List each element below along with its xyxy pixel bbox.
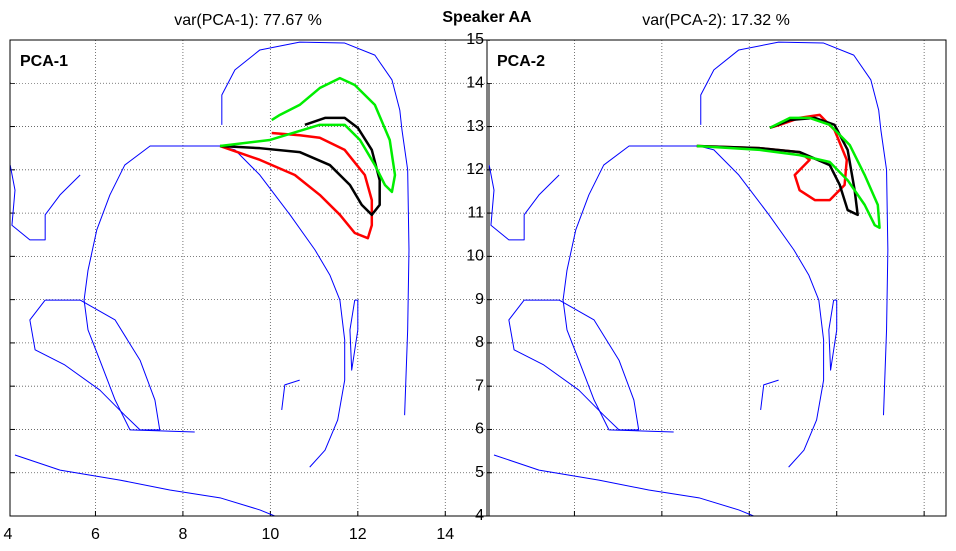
y-tick-label: 8 <box>475 334 484 351</box>
y-tick-label: 12 <box>466 161 484 178</box>
contour-line <box>349 299 359 371</box>
x-tick-label: 12 <box>349 526 367 543</box>
y-tick-label: 6 <box>475 421 484 438</box>
contour-line <box>696 116 859 217</box>
contour-line <box>281 379 300 411</box>
y-tick-label: 11 <box>467 204 484 221</box>
x-tick-label: 14 <box>436 526 454 543</box>
contour-line <box>83 145 221 433</box>
contour-line <box>698 145 825 468</box>
contour-line <box>760 379 779 411</box>
y-tick-label: 14 <box>466 74 484 91</box>
y-tick-label: 5 <box>475 464 484 481</box>
x-tick-label: 8 <box>178 526 187 543</box>
y-tick-label: 9 <box>475 291 484 308</box>
contour-line <box>220 116 381 217</box>
plot-frame <box>486 39 947 517</box>
contour-line <box>700 41 889 416</box>
x-tick-label: 6 <box>91 526 100 543</box>
x-tick-label: 4 <box>4 526 13 543</box>
y-tick-label: 10 <box>466 248 484 265</box>
contour-line <box>219 76 397 194</box>
contour-line <box>562 145 700 433</box>
y-tick-label: 4 <box>475 507 484 524</box>
y-tick-label: 13 <box>466 118 484 135</box>
y-tick-label: 7 <box>475 377 484 394</box>
contour-line <box>219 145 346 468</box>
panel-label-box <box>11 41 83 83</box>
contour-line <box>493 454 754 516</box>
x-tick-label: 10 <box>261 526 279 543</box>
contour-line <box>488 164 560 241</box>
contour-line <box>29 299 161 431</box>
panel <box>10 40 489 516</box>
y-tick-label: 15 <box>466 31 484 48</box>
panel <box>487 40 946 516</box>
panel-title: var(PCA-1): 77.67 % <box>174 12 322 29</box>
plot-frame <box>9 39 490 517</box>
contour-line <box>10 164 81 241</box>
contour-line <box>828 299 838 371</box>
figure-title: Speaker AA <box>442 9 532 26</box>
contour-line <box>221 41 410 416</box>
contour-line <box>508 299 640 431</box>
panel-label: PCA-1 <box>20 53 68 70</box>
panel-title: var(PCA-2): 17.32 % <box>642 12 790 29</box>
panel-label: PCA-2 <box>497 53 545 70</box>
contour-line <box>219 131 374 240</box>
panel-label-box <box>488 41 560 83</box>
contour-line <box>696 116 881 230</box>
contour-line <box>14 454 275 516</box>
